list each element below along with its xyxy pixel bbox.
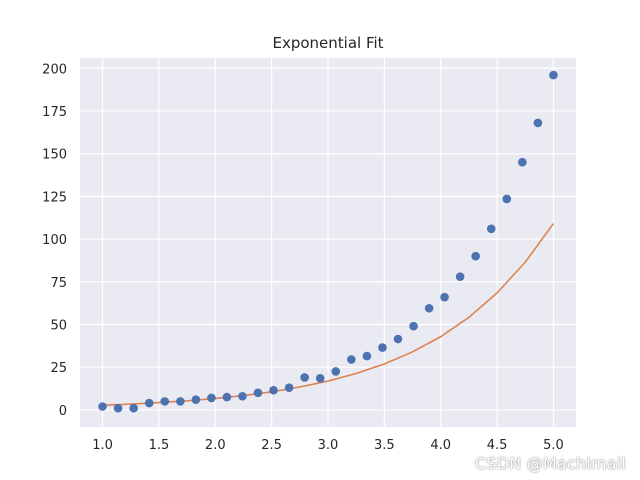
data-points [98, 70, 558, 413]
data-point [98, 402, 107, 411]
data-point [284, 383, 294, 393]
data-point [269, 385, 278, 395]
y-tick-label: 125 [42, 190, 67, 205]
x-tick-label: 4.5 [487, 438, 508, 453]
data-point [486, 224, 496, 234]
data-point [222, 392, 232, 402]
data-point [455, 272, 465, 281]
y-tick-label: 50 [50, 319, 67, 334]
y-tick-label: 175 [42, 105, 67, 120]
y-tick-label: 200 [42, 62, 67, 77]
data-point [424, 303, 434, 313]
x-tick-label: 2.0 [205, 438, 226, 453]
x-tick-label: 1.5 [149, 438, 170, 453]
data-point [191, 395, 201, 404]
y-tick-label: 25 [50, 361, 67, 376]
data-point [347, 355, 356, 364]
data-point [378, 343, 387, 352]
data-point [331, 367, 341, 376]
data-point [518, 157, 527, 167]
data-point [440, 292, 449, 302]
data-point [207, 393, 216, 403]
data-point [253, 388, 263, 398]
data-point [113, 403, 123, 413]
data-point [300, 373, 309, 382]
data-point [362, 351, 372, 361]
x-tick-label: 4.0 [430, 438, 451, 453]
x-tick-label: 5.0 [543, 438, 564, 453]
data-point [471, 251, 480, 261]
y-tick-label: 0 [59, 404, 67, 419]
x-axis-ticks: 1.0 1.5 2.0 2.5 3.0 3.5 4.0 4.5 5.0 [92, 438, 564, 453]
data-point [549, 70, 558, 80]
chart-title: Exponential Fit [272, 34, 383, 52]
y-tick-label: 75 [50, 276, 67, 291]
x-tick-label: 3.5 [374, 438, 395, 453]
data-point [315, 374, 325, 383]
grid-lines [80, 58, 576, 427]
data-point [502, 194, 512, 204]
y-axis-ticks: 0 25 50 75 100 125 150 175 200 [42, 62, 67, 419]
y-tick-label: 100 [42, 233, 67, 248]
y-tick-label: 150 [42, 148, 67, 163]
x-tick-label: 3.0 [318, 438, 339, 453]
watermark: CSDN @Machimail [475, 454, 626, 473]
data-point [129, 403, 138, 413]
data-point [160, 397, 170, 406]
data-point [238, 391, 247, 401]
data-point [176, 397, 185, 406]
x-tick-label: 2.5 [261, 438, 282, 453]
data-point [533, 118, 543, 128]
data-point [409, 321, 418, 331]
data-point [144, 398, 154, 408]
data-point [393, 334, 403, 344]
x-tick-label: 1.0 [92, 438, 113, 453]
